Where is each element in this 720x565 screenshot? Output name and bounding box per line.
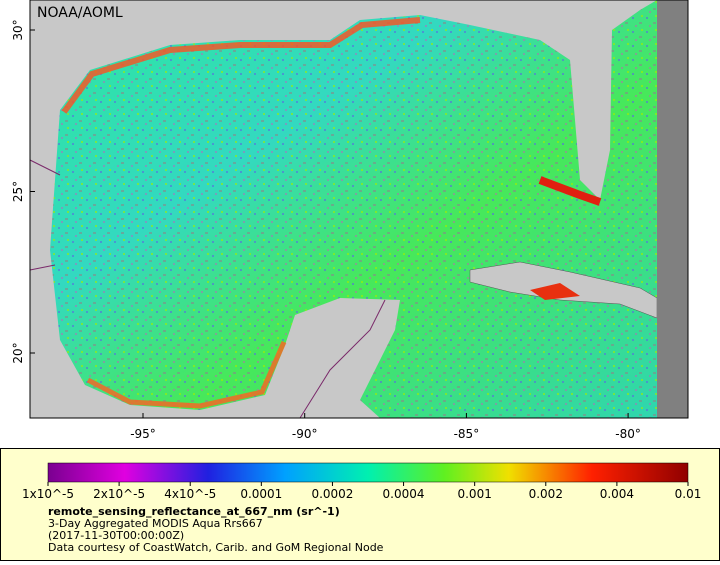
coastal-signal	[86, 340, 287, 409]
lat-tick-label: 20°	[11, 342, 25, 363]
colorbar-label: 1x10^-5	[22, 487, 74, 501]
caption-variable: remote_sensing_reflectance_at_667_nm (sr…	[48, 505, 340, 518]
colorbar-label: 0.004	[600, 487, 634, 501]
colorbar-label: 4x10^-5	[164, 487, 216, 501]
lat-tick-label: 25°	[11, 181, 25, 202]
lon-tick-label: -95°	[130, 427, 156, 441]
no-data-strip	[657, 0, 688, 418]
lat-tick-label: 30°	[11, 19, 25, 40]
colorbar-label: 0.0001	[240, 487, 282, 501]
lon-axis: -95° -90° -85° -80°	[130, 413, 641, 441]
colorbar-label: 0.01	[675, 487, 702, 501]
lon-tick-label: -85°	[454, 427, 480, 441]
colorbar-label: 0.0004	[383, 487, 425, 501]
caption-time: (2017-11-30T00:00:00Z)	[48, 529, 184, 542]
map-frame	[29, 0, 689, 419]
source-label: NOAA/AOML	[37, 5, 123, 21]
border	[299, 299, 386, 419]
colorbar-label: 0.001	[457, 487, 491, 501]
caption-dataset: 3-Day Aggregated MODIS Aqua Rrs667	[48, 517, 263, 530]
border	[29, 159, 61, 271]
colorbar	[47, 462, 689, 483]
coastal-signal	[538, 176, 602, 206]
ocean-texture	[50, 0, 657, 418]
colorbar-label: 0.002	[529, 487, 563, 501]
coastal-signal	[61, 17, 421, 114]
lat-axis: 30° 25° 20°	[11, 19, 35, 364]
colorbar-label: 2x10^-5	[93, 487, 145, 501]
colorbar-labels: 1x10^-5 2x10^-5 4x10^-5 0.0001 0.0002 0.0004 0…	[22, 482, 701, 501]
lon-tick-label: -80°	[615, 427, 641, 441]
colorbar-label: 0.0002	[311, 487, 353, 501]
caption-credit: Data courtesy of CoastWatch, Carib. and …	[48, 541, 384, 554]
lon-tick-label: -90°	[292, 427, 318, 441]
coastal-signal	[530, 283, 580, 300]
